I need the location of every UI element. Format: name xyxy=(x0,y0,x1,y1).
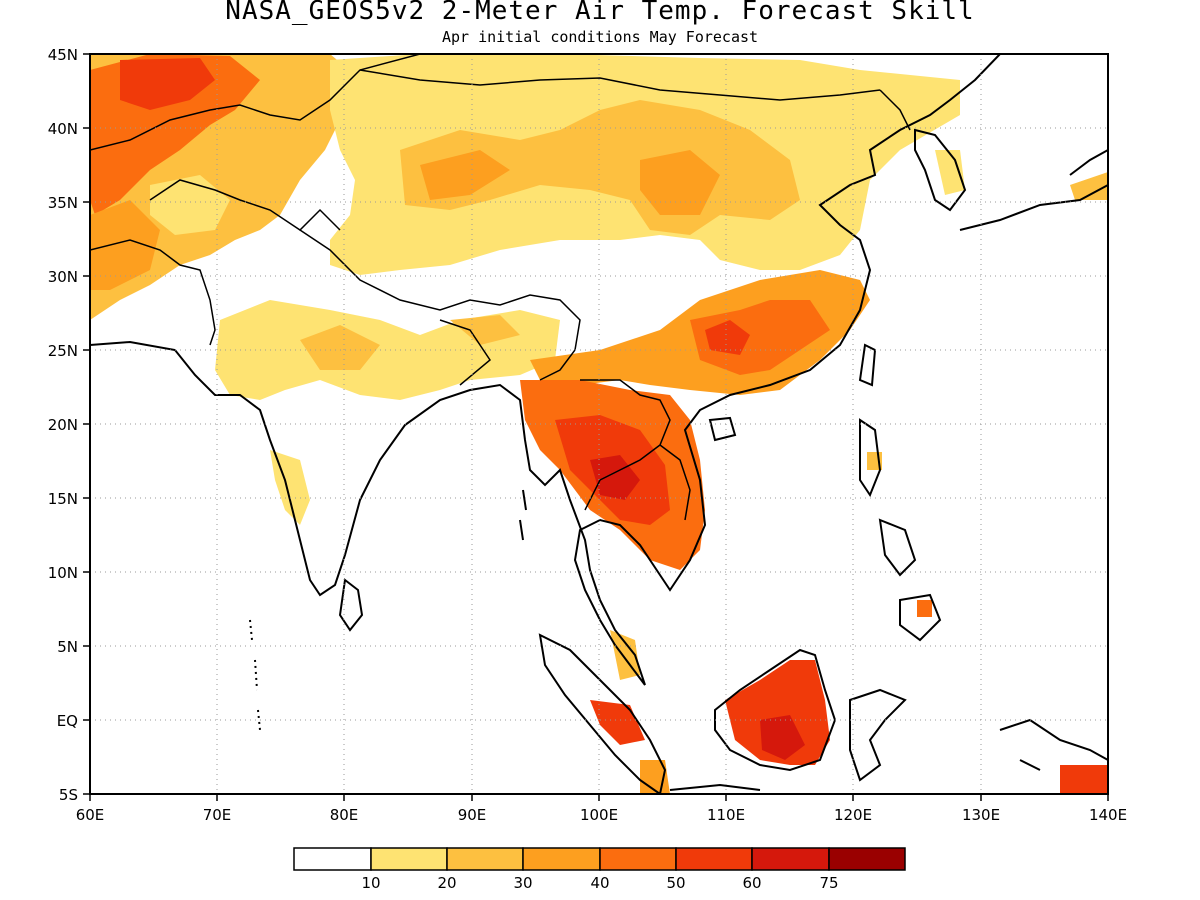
y-tick-label: EQ xyxy=(57,712,78,730)
color-bar-label: 40 xyxy=(590,874,609,892)
map-title: NASA_GEOS5v2 2-Meter Air Temp. Forecast … xyxy=(225,0,975,26)
y-tick-label: 45N xyxy=(48,46,78,64)
y-tick-label: 15N xyxy=(48,490,78,508)
color-bar-swatch xyxy=(599,847,677,871)
y-tick-label: 25N xyxy=(48,342,78,360)
x-axis-labels: 60E 70E 80E 90E 100E 110E 120E 130E 140E xyxy=(76,806,1127,824)
color-bar-label: 30 xyxy=(513,874,532,892)
skill-region-central-asia-peak xyxy=(120,58,215,110)
color-bar-swatch xyxy=(828,847,906,871)
color-bar-label: 75 xyxy=(819,874,838,892)
skill-region-korea xyxy=(935,150,965,195)
color-bar-swatch xyxy=(675,847,753,871)
skill-region-sumatra-south xyxy=(640,760,670,794)
y-tick-label: 5S xyxy=(59,786,78,804)
x-tick-label: 60E xyxy=(76,806,105,824)
color-bar-label: 60 xyxy=(742,874,761,892)
skill-region-borneo xyxy=(725,660,830,765)
skill-region-new-guinea xyxy=(1060,765,1108,794)
color-bar-label: 50 xyxy=(666,874,685,892)
skill-region-borneo-peak xyxy=(760,715,805,760)
skill-shading xyxy=(90,54,1108,794)
skill-region-south-india xyxy=(270,450,310,525)
x-tick-label: 120E xyxy=(834,806,872,824)
skill-region-north-india xyxy=(215,300,560,400)
skill-region-south-china-peak xyxy=(705,320,750,355)
x-tick-label: 110E xyxy=(707,806,745,824)
x-tick-label: 90E xyxy=(458,806,487,824)
color-bar-swatch xyxy=(370,847,448,871)
x-tick-label: 100E xyxy=(580,806,618,824)
skill-region-mindanao xyxy=(917,600,932,617)
skill-region-japan xyxy=(1070,172,1108,200)
y-tick-label: 20N xyxy=(48,416,78,434)
y-axis-labels: 5S EQ 5N 10N 15N 20N 25N 30N 35N 40N 45N xyxy=(48,46,78,804)
skill-region-south-china-high xyxy=(690,300,830,375)
y-tick-label: 40N xyxy=(48,120,78,138)
color-bar: 10 20 30 40 50 60 75 xyxy=(293,847,906,892)
color-bar-label: 10 xyxy=(361,874,380,892)
y-tick-label: 10N xyxy=(48,564,78,582)
skill-region-iran-high xyxy=(90,200,160,290)
skill-region-north-china-high xyxy=(420,150,720,215)
y-tick-label: 30N xyxy=(48,268,78,286)
color-bar-swatch xyxy=(293,847,372,871)
x-tick-label: 130E xyxy=(962,806,1000,824)
color-bar-label: 20 xyxy=(437,874,456,892)
y-tick-label: 5N xyxy=(57,638,78,656)
x-tick-label: 80E xyxy=(330,806,359,824)
map-subtitle: Apr initial conditions May Forecast xyxy=(441,28,759,46)
skill-region-afghan-low xyxy=(150,175,230,235)
tick-marks xyxy=(83,53,1109,801)
coastlines xyxy=(90,54,1108,794)
y-tick-label: 35N xyxy=(48,194,78,212)
color-bar-swatch xyxy=(751,847,830,871)
color-bar-swatch xyxy=(522,847,601,871)
color-bar-swatch xyxy=(446,847,524,871)
x-tick-label: 140E xyxy=(1089,806,1127,824)
borders xyxy=(90,54,911,521)
skill-region-sumatra xyxy=(590,700,645,745)
x-tick-label: 70E xyxy=(203,806,232,824)
graticule xyxy=(90,54,1108,794)
